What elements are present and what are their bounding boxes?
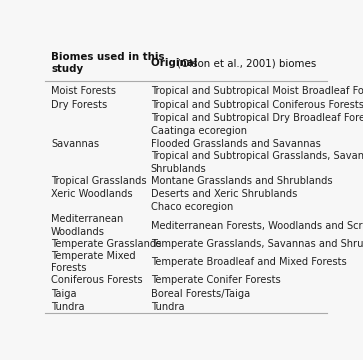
Text: Moist Forests: Moist Forests	[51, 86, 116, 96]
Text: Flooded Grasslands and Savannas: Flooded Grasslands and Savannas	[151, 139, 321, 149]
Text: Temperate Conifer Forests: Temperate Conifer Forests	[151, 275, 281, 285]
Text: Tropical and Subtropical Dry Broadleaf Forests: Tropical and Subtropical Dry Broadleaf F…	[151, 113, 363, 123]
Text: Mediterranean
Woodlands: Mediterranean Woodlands	[51, 215, 123, 237]
Text: Temperate Broadleaf and Mixed Forests: Temperate Broadleaf and Mixed Forests	[151, 257, 347, 267]
Text: Deserts and Xeric Shrublands: Deserts and Xeric Shrublands	[151, 189, 297, 199]
Text: Temperate Mixed
Forests: Temperate Mixed Forests	[51, 251, 136, 273]
Text: Savannas: Savannas	[51, 139, 99, 149]
Text: Tropical and Subtropical Coniferous Forests: Tropical and Subtropical Coniferous Fore…	[151, 100, 363, 110]
Text: Caatinga ecoregion: Caatinga ecoregion	[151, 126, 247, 136]
Text: Dry Forests: Dry Forests	[51, 100, 107, 110]
Text: Original: Original	[151, 58, 201, 68]
Text: Boreal Forests/Taiga: Boreal Forests/Taiga	[151, 289, 250, 298]
Text: Mediterranean Forests, Woodlands and Scrub: Mediterranean Forests, Woodlands and Scr…	[151, 221, 363, 231]
Text: Biomes used in this
study: Biomes used in this study	[51, 52, 164, 75]
Text: Temperate Grasslands, Savannas and Shrublands: Temperate Grasslands, Savannas and Shrub…	[151, 239, 363, 249]
Text: (Olson et al., 2001) biomes: (Olson et al., 2001) biomes	[177, 58, 316, 68]
Text: Tundra: Tundra	[51, 302, 85, 312]
Text: Tropical and Subtropical Grasslands, Savannas and
Shrublands: Tropical and Subtropical Grasslands, Sav…	[151, 152, 363, 174]
Text: Temperate Grasslands: Temperate Grasslands	[51, 239, 162, 249]
Text: Tropical Grasslands: Tropical Grasslands	[51, 176, 147, 186]
Text: Coniferous Forests: Coniferous Forests	[51, 275, 143, 285]
Text: Montane Grasslands and Shrublands: Montane Grasslands and Shrublands	[151, 176, 333, 186]
Text: Chaco ecoregion: Chaco ecoregion	[151, 202, 233, 212]
Text: Xeric Woodlands: Xeric Woodlands	[51, 189, 132, 199]
Text: Tundra: Tundra	[151, 302, 184, 312]
Text: Taiga: Taiga	[51, 289, 77, 298]
Text: Tropical and Subtropical Moist Broadleaf Forests: Tropical and Subtropical Moist Broadleaf…	[151, 86, 363, 96]
